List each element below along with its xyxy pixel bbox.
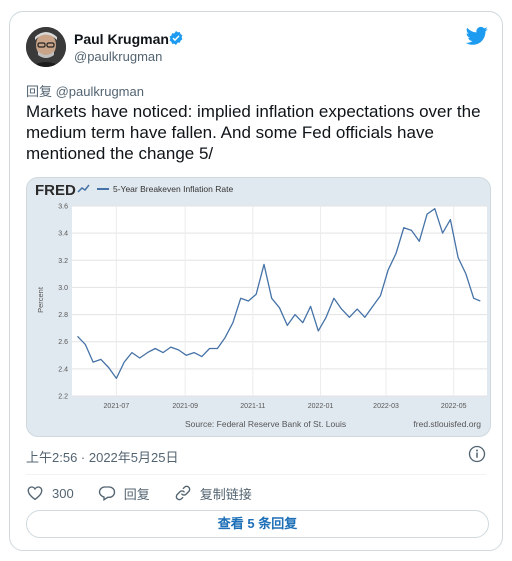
tweet-timestamp[interactable]: 上午2:56 · 2022年5月25日 xyxy=(26,450,179,465)
chart-image[interactable]: FRED 5-Year Breakeven Inflation Rate 2.2… xyxy=(26,177,491,437)
speech-bubble-icon xyxy=(98,486,115,501)
series-line-breakeven xyxy=(77,208,481,380)
read-replies-button[interactable]: 查看 5 条回复 xyxy=(26,510,489,538)
author-handle[interactable]: @paulkrugman xyxy=(74,49,163,64)
fred-logo-text: FRED xyxy=(35,182,76,199)
y-tick-label: 3.0 xyxy=(58,285,68,292)
link-icon xyxy=(175,485,191,501)
reply-button[interactable]: 回复 xyxy=(98,484,150,503)
reply-to-label[interactable]: 回复 @paulkrugman xyxy=(26,84,144,99)
x-ticks: 2021-07 2021-09 2021-11 2022-01 2022-03 2022-… xyxy=(104,403,467,410)
copy-link-button[interactable]: 复制链接 xyxy=(174,484,252,503)
y-tick-label: 3.6 xyxy=(58,204,68,211)
fred-logo: FRED xyxy=(35,182,90,199)
y-tick-label: 3.2 xyxy=(58,258,68,265)
twitter-bird-icon[interactable] xyxy=(466,26,488,46)
y-tick-label: 2.4 xyxy=(58,366,68,373)
x-tick-label: 2021-11 xyxy=(240,403,265,410)
action-bar: 300 回复 复制链接 xyxy=(26,482,276,504)
like-button[interactable]: 300 xyxy=(26,484,74,502)
chart-url: fred.stlouisfed.org xyxy=(413,419,481,429)
x-tick-label: 2022-05 xyxy=(441,403,467,410)
divider xyxy=(26,474,486,475)
y-tick-label: 3.4 xyxy=(58,231,68,238)
info-icon[interactable] xyxy=(468,445,486,463)
x-tick-label: 2021-07 xyxy=(104,403,130,410)
y-ticks: 2.2 2.4 2.6 2.8 3.0 3.2 3.4 3.6 xyxy=(58,204,68,401)
copy-link-label: 复制链接 xyxy=(199,486,252,502)
y-tick-label: 2.6 xyxy=(58,339,68,346)
y-tick-label: 2.2 xyxy=(58,394,68,401)
x-tick-label: 2022-03 xyxy=(373,403,399,410)
reply-label: 回复 xyxy=(123,486,150,502)
tweet-card: Paul Krugman @paulkrugman 回复 @paulkrugma… xyxy=(9,11,503,551)
avatar[interactable] xyxy=(26,27,66,67)
author-name[interactable]: Paul Krugman xyxy=(74,31,169,47)
like-count: 300 xyxy=(52,485,74,501)
heart-icon xyxy=(27,486,43,501)
fred-chart: FRED 5-Year Breakeven Inflation Rate 2.2… xyxy=(35,182,487,429)
y-tick-label: 2.8 xyxy=(58,312,68,319)
verified-badge-icon xyxy=(169,31,183,45)
y-axis-label: Percent xyxy=(36,286,45,313)
plot-area xyxy=(72,206,487,396)
x-tick-label: 2022-01 xyxy=(308,403,334,410)
x-tick-label: 2021-09 xyxy=(172,403,198,410)
grid-layer xyxy=(72,205,487,397)
chart-title: 5-Year Breakeven Inflation Rate xyxy=(113,184,233,194)
chart-source: Source: Federal Reserve Bank of St. Loui… xyxy=(185,419,346,429)
tweet-text: Markets have noticed: implied inflation … xyxy=(26,102,481,163)
